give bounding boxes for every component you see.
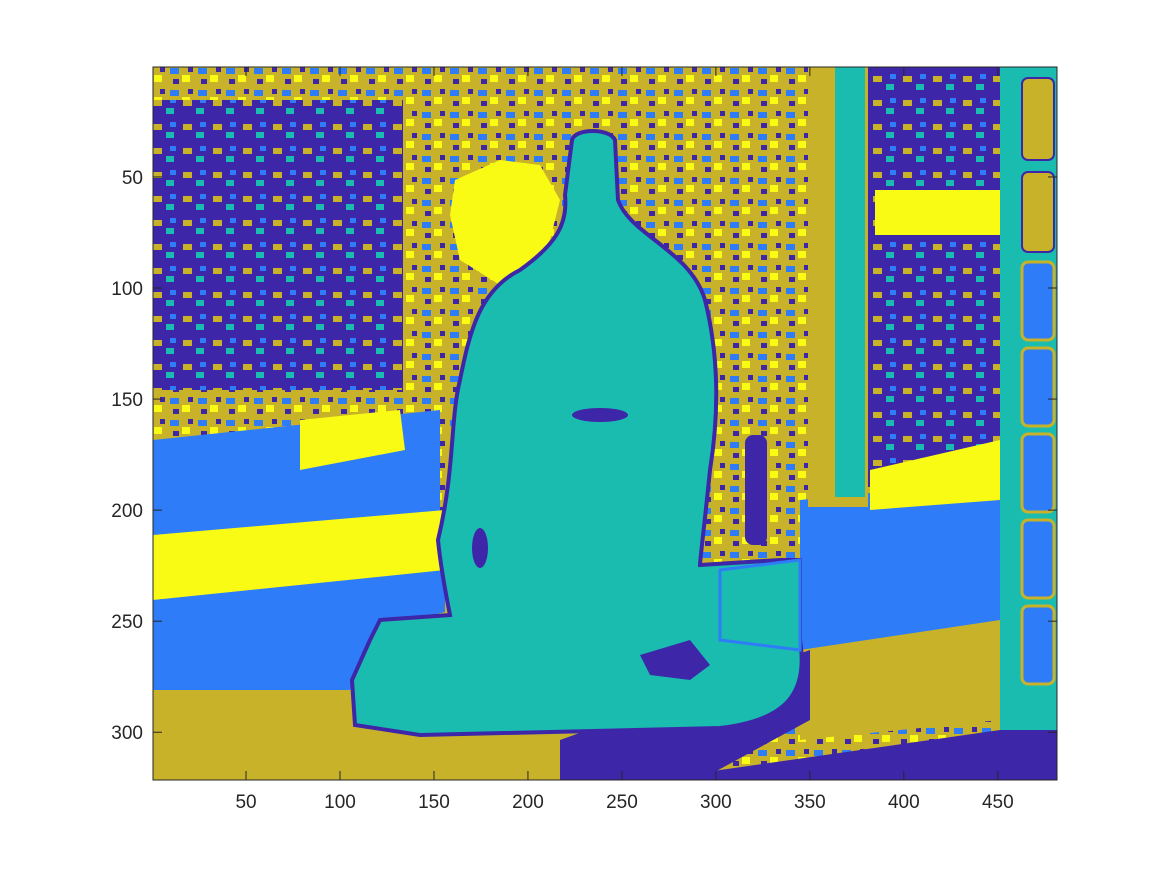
x-tick-label: 250	[606, 792, 638, 813]
y-tick-label: 300	[111, 723, 143, 744]
y-tick-label: 50	[122, 168, 143, 189]
y-tick-label: 250	[111, 612, 143, 633]
x-tick-label: 200	[512, 792, 544, 813]
x-tick-label: 400	[888, 792, 920, 813]
heatmap-image	[153, 67, 1057, 780]
x-axis-ticks: 50 100 150 200 250 300 350 400 450	[235, 67, 1014, 813]
y-tick-label: 150	[111, 390, 143, 411]
y-axis-ticks: 50 100 150 200 250 300	[111, 168, 1057, 744]
x-tick-label: 150	[418, 792, 450, 813]
y-tick-label: 200	[111, 501, 143, 522]
x-tick-label: 300	[700, 792, 732, 813]
y-tick-label: 100	[111, 279, 143, 300]
x-tick-label: 450	[982, 792, 1014, 813]
x-tick-label: 50	[235, 792, 256, 813]
x-tick-label: 100	[324, 792, 356, 813]
subject-region	[349, 129, 804, 738]
right-frame-panels	[1020, 77, 1056, 686]
axes-box	[152, 66, 1058, 781]
x-tick-label: 350	[794, 792, 826, 813]
